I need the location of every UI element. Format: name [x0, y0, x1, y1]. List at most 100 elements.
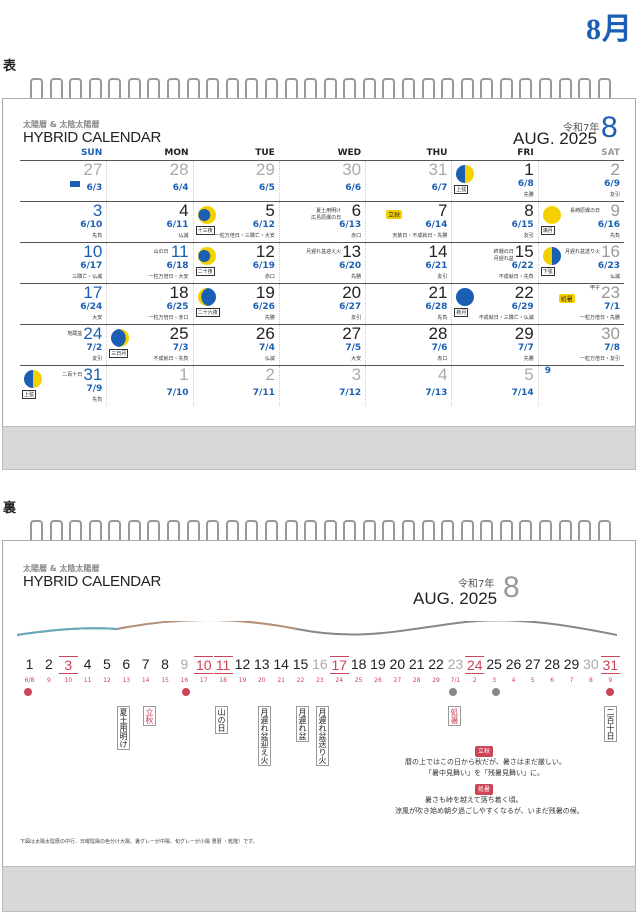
- day-cell[interactable]: 1 6/8 先勝 上弦: [451, 161, 537, 201]
- day-cell[interactable]: 17 6/24 大安: [20, 284, 106, 324]
- back-event-tag: 月遅れ盆送り火: [316, 706, 329, 766]
- day-cell[interactable]: 9: [537, 366, 624, 406]
- day-cell[interactable]: 6 6/13 赤口 夏土用明け 広島原爆の日: [278, 202, 365, 242]
- binder-ring: [108, 520, 122, 544]
- back-month-num: 8: [503, 571, 520, 604]
- day-cell[interactable]: 4 7/13: [365, 366, 451, 406]
- back-day-number: 3: [58, 656, 78, 674]
- lunar-date: 7/10: [166, 388, 189, 398]
- day-number: 27: [83, 160, 103, 179]
- back-lunar-date: 26: [374, 677, 382, 684]
- rokuyo: 大安: [351, 356, 362, 362]
- day-cell[interactable]: 5 7/14: [451, 366, 537, 406]
- day-cell[interactable]: 15 6/22 不成就日・先負 終戦の日 月遅れ盆: [451, 243, 537, 283]
- week-row: 27 6/3 28 6/4 29 6/5 30 6/6 31 6/7 1 6/8 先勝 上弦 2 6/9 友引: [20, 160, 624, 201]
- day-cell[interactable]: 2 7/11: [192, 366, 279, 406]
- day-number: 28: [169, 160, 189, 179]
- day-cell[interactable]: 30 7/8 一粒万倍日・友引: [537, 325, 624, 365]
- day-cell[interactable]: 13 6/20 先勝 月遅れ盆迎え火: [278, 243, 365, 283]
- rokuyo: 友引: [437, 274, 448, 280]
- day-cell[interactable]: 19 6/26 先勝 二十六夜: [192, 284, 279, 324]
- wave-line: [17, 621, 617, 636]
- day-cell[interactable]: 18 6/25 一粒万倍日・赤口: [106, 284, 192, 324]
- lunar-date: 6/18: [166, 261, 189, 271]
- binder-ring: [49, 78, 63, 102]
- binder-ring: [127, 78, 141, 102]
- day-cell[interactable]: 29 7/7 先勝: [451, 325, 537, 365]
- back-lunar-date: 11: [83, 677, 92, 684]
- day-cell[interactable]: 28 6/4: [106, 161, 192, 201]
- back-lunar-date: 5: [530, 677, 535, 684]
- lunar-date: 6/4: [172, 183, 189, 193]
- back-event-tag: 山の日: [215, 706, 228, 734]
- day-number: 20: [342, 283, 362, 302]
- day-cell[interactable]: 3 7/12: [278, 366, 365, 406]
- lunar-date: 7/12: [339, 388, 362, 398]
- day-cell[interactable]: 5 6/12 一粒万倍日・三隣亡・大安 十三夜: [192, 202, 279, 242]
- back-lunar-date: 7/1: [450, 677, 461, 684]
- rokuyo: 仏滅: [264, 356, 275, 362]
- day-cell[interactable]: 11 6/18 一粒万倍日・大安 山の日: [106, 243, 192, 283]
- front-rings: [30, 76, 611, 106]
- event-note: 二百十日: [62, 372, 83, 378]
- back-day-number: 10: [194, 656, 214, 674]
- binder-ring: [382, 520, 396, 544]
- back-lunar-date: 9: [46, 677, 51, 684]
- day-cell[interactable]: 25 7/3 不成就日・先負 三日月: [106, 325, 192, 365]
- back-lunar-date: 23: [316, 677, 324, 684]
- day-cell[interactable]: 24 7/2 友引 地蔵盆: [20, 325, 106, 365]
- binder-ring: [382, 78, 396, 102]
- day-cell[interactable]: 1 7/10: [106, 366, 192, 406]
- binder-ring: [147, 520, 161, 544]
- day-number: 5: [524, 365, 534, 384]
- back-lunar-date: 19: [238, 677, 247, 684]
- day-cell[interactable]: 3 6/10 先負: [20, 202, 106, 242]
- day-cell[interactable]: 27 6/3: [20, 161, 106, 201]
- day-cell[interactable]: 7 6/14 天赦日・不成就日・先勝 立秋: [365, 202, 451, 242]
- day-cell[interactable]: 28 7/6 赤口: [365, 325, 451, 365]
- day-cell[interactable]: 29 6/5: [192, 161, 279, 201]
- lunar-date: 6/22: [511, 261, 534, 271]
- back-lunar-date: 4: [511, 677, 516, 684]
- rokuyo: 一粒万倍日・赤口: [148, 315, 189, 321]
- day-cell[interactable]: 12 6/19 赤口 二十夜: [192, 243, 279, 283]
- day-cell[interactable]: 26 7/4 仏滅: [192, 325, 279, 365]
- day-cell[interactable]: 14 6/21 友引: [365, 243, 451, 283]
- day-number: 7: [437, 201, 448, 220]
- back-day-number: 20: [389, 656, 406, 672]
- binder-ring: [225, 78, 239, 102]
- binder-ring: [597, 520, 611, 544]
- lunar-date: 6/23: [597, 261, 620, 271]
- day-number: 25: [169, 324, 189, 343]
- day-cell[interactable]: 31 7/9 先負 上弦 二百十日: [20, 366, 106, 406]
- rokuyo: 先勝: [264, 315, 275, 321]
- day-cell[interactable]: 10 6/17 三隣亡・仏滅: [20, 243, 106, 283]
- rokuyo: 友引: [351, 315, 362, 321]
- back-lunar-date: 21: [277, 677, 285, 684]
- month-num: 8: [601, 111, 618, 144]
- day-cell[interactable]: 8 6/15 友引: [451, 202, 537, 242]
- back-lunar-date: 9: [608, 677, 613, 684]
- event-note: 月遅れ盆送り火: [564, 249, 600, 255]
- binder-ring: [362, 520, 376, 544]
- lunar-date: 6/24: [80, 302, 103, 312]
- back-lunar-date: 10: [64, 677, 73, 684]
- day-cell[interactable]: 20 6/27 友引: [278, 283, 365, 324]
- binder-ring: [460, 78, 474, 102]
- day-cell[interactable]: 22 6/29 不成就日・三隣亡・仏滅 新月: [451, 284, 537, 324]
- day-cell[interactable]: 27 7/5 大安: [278, 325, 365, 365]
- day-cell[interactable]: 21 6/28 先負: [365, 284, 451, 324]
- day-cell[interactable]: 9 6/16 先負 満月 長崎原爆の日: [537, 202, 624, 242]
- back-day-number: 27: [525, 656, 541, 672]
- weekday-label: SUN: [80, 148, 103, 158]
- day-number: 11: [170, 242, 189, 261]
- day-cell[interactable]: 16 6/23 仏滅 下弦 月遅れ盆送り火: [537, 243, 624, 283]
- day-cell[interactable]: 30 6/6: [278, 161, 365, 201]
- moon-phase-label: 十三夜: [195, 226, 215, 235]
- day-cell[interactable]: 31 6/7: [365, 161, 451, 201]
- lunar-date: 6/17: [80, 261, 103, 271]
- day-cell[interactable]: 4 6/11 仏滅: [106, 202, 192, 242]
- day-cell[interactable]: 23 7/1 一粒万倍日・先勝 甲子 処暑: [537, 284, 624, 324]
- back-lunar-date: 13: [122, 677, 131, 684]
- day-cell[interactable]: 2 6/9 友引: [537, 161, 624, 201]
